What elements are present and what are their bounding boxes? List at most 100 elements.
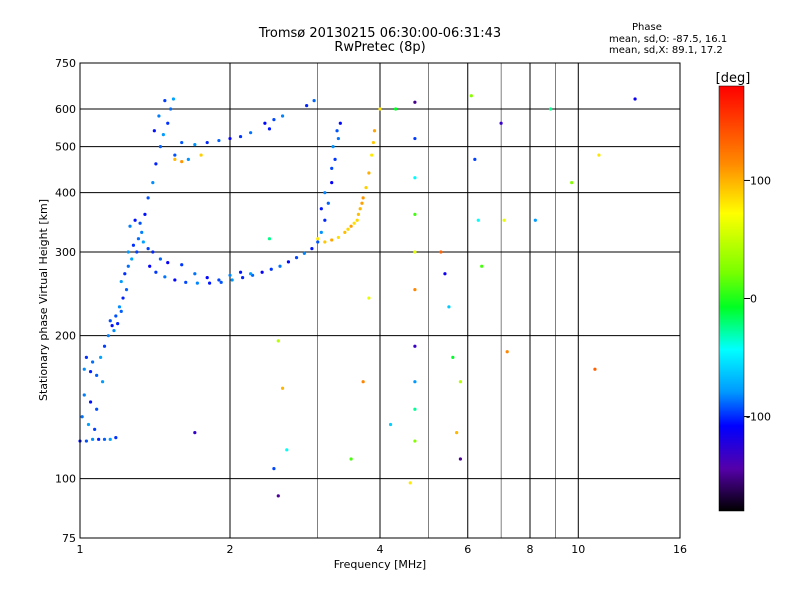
echo-point (228, 273, 232, 277)
echo-point (102, 344, 107, 348)
y-tick-label: 300 (55, 246, 76, 259)
echo-point (146, 196, 150, 200)
echo-point (370, 153, 374, 157)
echo-point (180, 263, 184, 267)
echo-point (285, 448, 289, 452)
echo-point (505, 350, 509, 354)
echo-point (193, 272, 197, 276)
chart-title: Tromsø 20130215 06:30:00-06:31:43 (258, 26, 502, 41)
colorbar (718, 85, 745, 512)
y-tick-label: 500 (55, 141, 76, 154)
stats-line-o: mean, sd,O: -87.5, 16.1 (609, 34, 728, 45)
echo-point (336, 136, 340, 141)
plot-frame (79, 62, 681, 539)
echo-point (458, 380, 463, 384)
echo-point (184, 280, 188, 284)
echo-point (335, 129, 339, 133)
echo-point (260, 270, 264, 274)
echo-point (413, 380, 417, 384)
echo-point (343, 230, 347, 234)
echo-point (110, 323, 114, 328)
echo-point (228, 136, 232, 141)
echo-point (331, 145, 335, 149)
echo-point (82, 367, 86, 371)
y-tick-label: 75 (62, 532, 76, 545)
echo-point (230, 278, 234, 282)
echo-point (413, 136, 417, 141)
echo-point (286, 260, 291, 264)
echo-point (138, 221, 142, 225)
echo-point (199, 153, 203, 157)
echo-point (272, 466, 276, 471)
echo-point (217, 138, 221, 143)
echo-point (119, 309, 123, 313)
echo-point (80, 415, 84, 419)
y-tick-label: 200 (55, 330, 76, 343)
echo-point (413, 439, 417, 443)
echo-point (124, 288, 129, 292)
colorbar-tick-label: 0 (750, 293, 757, 306)
echo-point (469, 94, 473, 98)
echo-point (276, 339, 280, 343)
echo-point (157, 114, 161, 118)
x-tick-label: 10 (571, 543, 585, 556)
echo-point (364, 185, 368, 190)
echo-point (413, 100, 417, 104)
echo-point (352, 221, 356, 225)
echo-point (330, 238, 334, 242)
echo-point (136, 237, 141, 241)
echo-point (439, 250, 443, 254)
echo-point (143, 212, 147, 217)
echo-point (443, 272, 447, 276)
echo-point (151, 250, 155, 254)
echo-point (151, 181, 155, 185)
echo-point (119, 279, 123, 284)
echo-point (146, 247, 150, 251)
echo-point (166, 261, 170, 265)
echo-point (249, 131, 253, 135)
echo-point (91, 437, 95, 441)
echo-point (219, 280, 223, 284)
echo-point (123, 272, 127, 276)
echo-point (193, 142, 197, 147)
echo-point (408, 481, 412, 485)
echo-point (180, 160, 184, 164)
echo-point (361, 196, 365, 200)
echo-point (394, 107, 398, 111)
echo-point (267, 127, 272, 131)
echo-point (106, 334, 110, 338)
echo-point (126, 264, 130, 268)
echo-point (97, 437, 101, 441)
echo-point (413, 250, 417, 254)
echo-point (84, 355, 88, 359)
echo-point (238, 270, 243, 274)
echo-point (133, 218, 137, 222)
echo-point (166, 121, 170, 125)
x-axis-label: Frequency [MHz] (334, 558, 426, 571)
echo-point (141, 240, 145, 244)
echo-point (336, 235, 340, 240)
echo-point (272, 118, 276, 122)
x-tick-label: 8 (527, 543, 534, 556)
echo-point (597, 153, 601, 157)
echo-point (360, 201, 364, 205)
echo-point (349, 224, 353, 228)
echo-point (86, 422, 91, 427)
echo-point (413, 212, 417, 217)
echo-point (358, 207, 362, 211)
echo-point (480, 264, 484, 268)
echo-point (131, 243, 136, 247)
x-tick-label: 1 (77, 543, 84, 556)
echo-point (319, 230, 323, 234)
echo-point (95, 407, 99, 411)
echo-point (205, 140, 209, 145)
echo-point (451, 355, 455, 359)
echo-point (330, 166, 334, 170)
echo-point (173, 278, 177, 282)
echo-point (195, 281, 199, 285)
echo-point (154, 270, 158, 274)
colorbar-unit: [deg] (716, 71, 751, 86)
echo-point (499, 121, 503, 125)
echo-point (82, 393, 86, 397)
echo-point (367, 171, 371, 175)
